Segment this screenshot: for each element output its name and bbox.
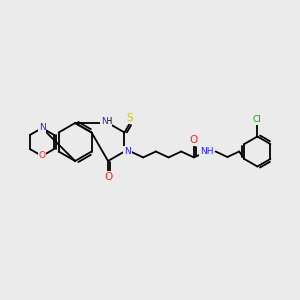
Text: Cl: Cl [253,115,262,124]
Text: H: H [105,118,111,127]
Text: O: O [190,135,198,146]
Text: O: O [104,172,112,182]
Text: S: S [127,113,133,123]
Text: N: N [124,147,131,156]
Text: N: N [101,118,107,127]
Text: O: O [38,152,46,160]
Text: N: N [39,124,45,133]
Text: NH: NH [200,147,213,156]
